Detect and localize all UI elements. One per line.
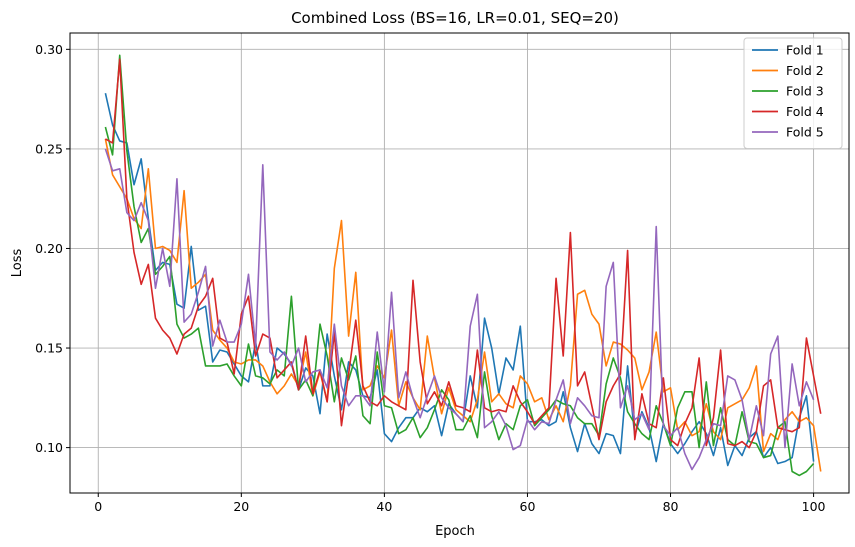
y-tick-label: 0.25: [35, 141, 63, 156]
x-tick-label: 80: [663, 499, 679, 514]
x-tick-label: 0: [94, 499, 102, 514]
series-line-fold-4: [105, 58, 822, 449]
x-tick-label: 60: [520, 499, 536, 514]
legend-label: Fold 1: [786, 43, 824, 58]
x-tick-label: 20: [233, 499, 249, 514]
y-tick-label: 0.20: [35, 241, 63, 256]
x-tick-label: 40: [376, 499, 392, 514]
series-line-fold-3: [104, 54, 815, 477]
legend-label: Fold 2: [786, 63, 824, 78]
legend-label: Fold 3: [786, 84, 824, 99]
series-lines: [104, 54, 822, 477]
legend-label: Fold 4: [786, 104, 824, 119]
legend-box: [743, 37, 843, 149]
y-tick-label: 0.15: [35, 341, 63, 356]
legend-label: Fold 5: [786, 125, 824, 140]
chart-title: Combined Loss (BS=16, LR=0.01, SEQ=20): [291, 9, 619, 27]
y-axis-ticks: 0.10 0.15 0.20 0.25 0.30: [35, 42, 70, 455]
x-axis-ticks: 0 20 40 60 80 100: [94, 493, 826, 514]
plot-frame: [69, 32, 850, 494]
y-tick-label: 0.10: [35, 440, 63, 455]
legend: Fold 1 Fold 2 Fold 3 Fold 4 Fold 5: [743, 37, 843, 149]
y-axis-label: Loss: [10, 249, 25, 278]
y-tick-label: 0.30: [35, 42, 63, 57]
x-axis-label: Epoch: [435, 524, 475, 539]
series-line-fold-5: [104, 148, 815, 471]
x-tick-label: 100: [802, 499, 826, 514]
